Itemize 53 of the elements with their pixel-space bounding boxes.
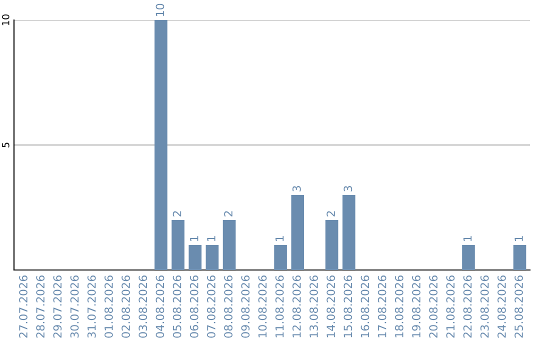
x-tick-label: 29.07.2026 [53,276,62,338]
data-label: 2 [224,211,232,216]
x-tick-label: 02.08.2026 [122,276,130,338]
bar [206,245,219,270]
x-tick-label: 16.08.2026 [360,276,370,338]
x-tick-label: 30.07.2026 [70,276,79,338]
bar [154,20,168,270]
bar [291,195,304,270]
x-tick-label: 06.08.2026 [190,276,198,338]
x-tick-label: 01.08.2026 [104,276,113,338]
data-label: 1 [463,236,472,241]
bar [188,245,202,270]
bar [222,220,236,270]
data-label: 3 [292,186,301,192]
x-tick-label: 25.08.2026 [514,276,523,338]
x-tick-label: 19.08.2026 [412,276,420,338]
x-tick-label: 22.08.2026 [463,276,472,338]
x-tick-label: 09.08.2026 [241,276,250,338]
x-tick-label: 27.07.2026 [19,276,28,338]
x-tick-label: 31.07.2026 [87,276,96,338]
x-tick-label: 15.08.2026 [344,276,352,338]
y-tick-label: 5 [2,142,10,148]
x-tick-label: 05.08.2026 [172,276,182,338]
x-tick-label: 08.08.2026 [224,276,233,338]
x-tick-label: 03.08.2026 [138,276,148,338]
x-tick-label: 18.08.2026 [394,276,404,338]
x-tick-label: 04.08.2026 [156,276,164,338]
x-tick-label: 10.08.2026 [258,276,267,338]
x-tick-label: 21.08.2026 [446,276,455,338]
x-tick-label: 20.08.2026 [429,276,438,338]
x-tick-label: 13.08.2026 [310,276,318,338]
bar [274,245,287,270]
bar [342,195,356,270]
x-tick-label: 17.08.2026 [378,276,386,338]
data-label: 1 [190,236,198,241]
bar [172,220,184,270]
x-tick-label: 11.08.2026 [275,276,284,338]
bar [325,220,338,270]
data-label: 1 [276,236,284,241]
data-label: 2 [172,211,182,216]
data-label: 1 [207,236,216,241]
data-label: 1 [514,236,523,241]
x-tick-label: 24.08.2026 [497,276,506,338]
bar [513,245,526,270]
data-label: 10 [156,4,164,16]
x-tick-label: 14.08.2026 [326,276,336,338]
x-tick-label: 12.08.2026 [292,276,301,338]
data-label: 3 [344,186,352,192]
data-label: 2 [326,211,335,216]
x-tick-label: 07.08.2026 [207,276,216,338]
x-tick-label: 28.07.2026 [36,276,45,338]
bar [462,245,475,270]
x-tick-label: 23.08.2026 [480,276,489,338]
